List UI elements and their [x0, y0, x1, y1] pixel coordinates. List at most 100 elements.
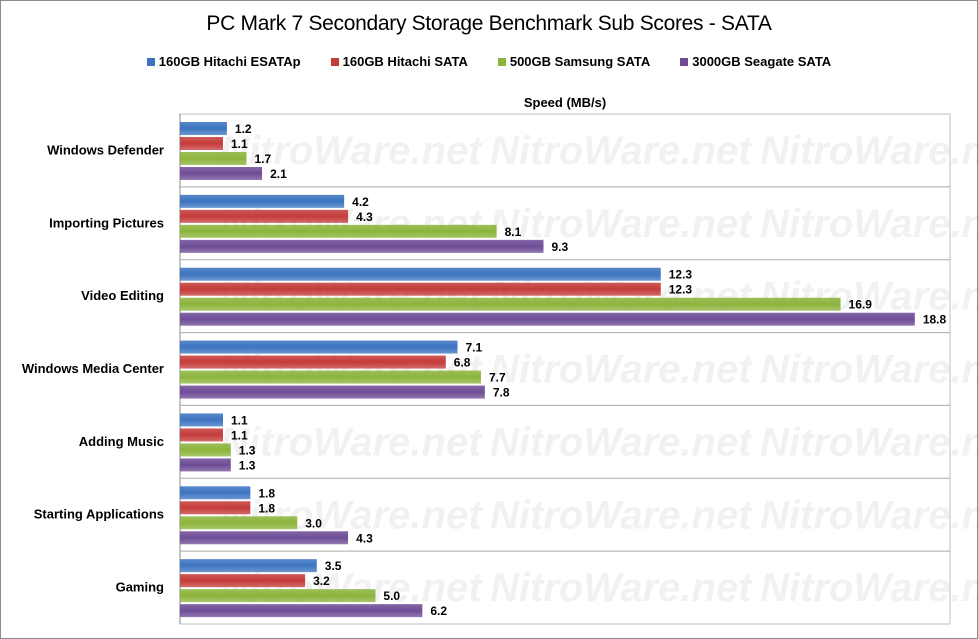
data-label: 18.8	[923, 313, 947, 327]
bar	[180, 282, 661, 296]
data-label: 1.1	[231, 137, 248, 151]
bar	[180, 516, 298, 530]
watermark-text: NitroWare.net	[760, 420, 978, 464]
bar	[180, 355, 446, 369]
bar	[180, 413, 223, 427]
category-label: Adding Music	[79, 434, 164, 449]
watermark-text: NitroWare.net	[220, 348, 483, 392]
watermark-text: NitroWare.net	[760, 348, 978, 392]
watermark-text: NitroWare.net	[220, 420, 483, 464]
legend-label: 3000GB Seagate SATA	[692, 54, 832, 69]
data-label: 4.3	[356, 531, 373, 545]
bar	[180, 589, 376, 603]
bar	[180, 267, 661, 281]
data-label: 8.1	[505, 225, 522, 239]
watermark-text: NitroWare.net	[760, 566, 978, 610]
bar	[180, 122, 227, 135]
watermark-text: NitroWare.net	[490, 420, 753, 464]
bar	[180, 531, 349, 545]
legend-item: 3000GB Seagate SATA	[680, 54, 831, 69]
category-label: Video Editing	[81, 288, 164, 303]
x-axis-label: Speed (MB/s)	[523, 95, 607, 110]
watermark-text: NitroWare.net	[490, 275, 753, 319]
category-label: Windows Defender	[47, 142, 164, 157]
category-label: Importing Pictures	[49, 215, 164, 230]
watermark-text: NitroWare.net	[760, 275, 978, 319]
bar	[180, 559, 317, 573]
data-label: 7.7	[489, 371, 506, 385]
watermark-text: NitroWare.net	[490, 566, 753, 610]
watermark-text: NitroWare.net	[760, 202, 978, 246]
data-label: 1.7	[254, 152, 271, 166]
watermark-text: NitroWare.net	[220, 202, 483, 246]
bar	[180, 501, 251, 515]
category-label: Windows Media Center	[22, 361, 164, 376]
legend-label: 160GB Hitachi SATA	[342, 54, 468, 69]
legend-item: 160GB Hitachi SATA	[330, 54, 468, 69]
bar	[180, 443, 231, 457]
data-label: 4.3	[356, 210, 373, 224]
legend-label: 500GB Samsung SATA	[509, 54, 651, 69]
data-label: 1.1	[231, 413, 248, 427]
watermark-text: NitroWare.net	[220, 493, 483, 537]
legend-swatch	[497, 57, 506, 66]
data-label: 1.2	[235, 122, 252, 136]
data-label: 2.1	[270, 167, 287, 181]
bar	[180, 428, 223, 442]
watermark-text: NitroWare.net	[220, 129, 483, 173]
bar	[180, 458, 231, 472]
category-label: Gaming	[116, 580, 164, 595]
data-label: 1.3	[239, 443, 256, 457]
legend-label: 160GB Hitachi ESATAp	[158, 54, 301, 69]
data-label: 1.8	[258, 486, 275, 500]
data-label: 5.0	[383, 589, 400, 603]
legend-item: 160GB Hitachi ESATAp	[146, 54, 301, 69]
bar	[180, 385, 485, 399]
legend: 160GB Hitachi ESATAp 160GB Hitachi SATA 50…	[0, 54, 978, 69]
data-label: 7.1	[466, 341, 483, 355]
watermark-text: NitroWare.net	[760, 129, 978, 173]
watermark-text: NitroWare.net	[490, 202, 753, 246]
data-label: 9.3	[552, 240, 569, 254]
watermark-text: NitroWare.net	[490, 348, 753, 392]
data-label: 6.2	[430, 604, 447, 618]
watermark-text: NitroWare.net	[490, 129, 753, 173]
category-label: Starting Applications	[34, 507, 164, 522]
data-label: 1.3	[239, 458, 256, 472]
bar	[180, 209, 349, 223]
bar	[180, 137, 223, 150]
data-label: 12.3	[669, 268, 693, 282]
bar	[180, 574, 306, 588]
bar	[180, 224, 497, 238]
data-label: 3.2	[313, 574, 330, 588]
data-label: 1.8	[258, 501, 275, 515]
bar	[180, 194, 345, 208]
bar	[180, 297, 841, 311]
data-label: 1.1	[231, 428, 248, 442]
legend-item: 500GB Samsung SATA	[497, 54, 651, 69]
legend-swatch	[330, 57, 339, 66]
bar	[180, 340, 458, 354]
data-label: 3.5	[325, 559, 342, 573]
bar	[180, 167, 263, 180]
bar	[180, 370, 481, 384]
bar	[180, 604, 423, 618]
data-label: 12.3	[669, 283, 693, 297]
bar	[180, 486, 251, 500]
watermark-text: NitroWare.net	[760, 493, 978, 537]
data-label: 16.9	[849, 298, 873, 312]
data-label: 4.2	[352, 195, 369, 209]
chart-title: PC Mark 7 Secondary Storage Benchmark Su…	[206, 12, 772, 35]
legend-swatch	[146, 57, 155, 66]
data-label: 7.8	[493, 386, 510, 400]
watermark-text: NitroWare.net	[220, 275, 483, 319]
watermark-text: NitroWare.net	[220, 566, 483, 610]
data-label: 3.0	[305, 516, 322, 530]
data-label: 6.8	[454, 356, 471, 370]
bar	[180, 152, 247, 165]
bar	[180, 312, 915, 326]
watermark-text: NitroWare.net	[490, 493, 753, 537]
legend-swatch	[680, 57, 689, 66]
bar	[180, 239, 544, 253]
